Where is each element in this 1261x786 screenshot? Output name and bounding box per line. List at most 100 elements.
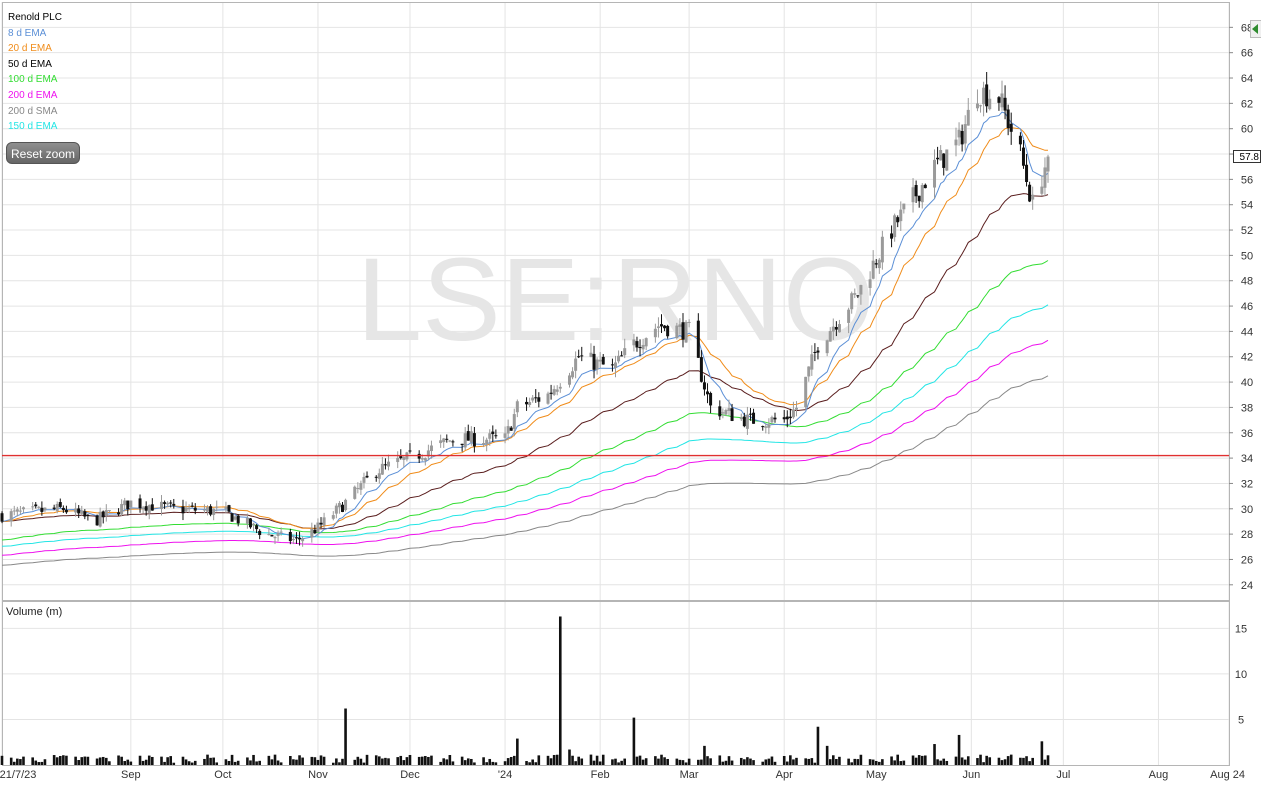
candle-body xyxy=(635,341,639,348)
candle xyxy=(150,498,154,511)
candle-body xyxy=(230,513,234,522)
legend-item-ema20[interactable]: 20 d EMA xyxy=(8,43,52,55)
volume-bar xyxy=(767,758,771,765)
candle xyxy=(877,257,881,274)
legend-item-ema200[interactable]: 200 d EMA xyxy=(8,89,58,101)
candle xyxy=(761,425,765,431)
candle-body xyxy=(86,514,90,516)
candle xyxy=(402,456,406,468)
candle xyxy=(491,425,495,442)
time-tick-label: Aug 24 xyxy=(1210,769,1245,781)
volume-bar xyxy=(1022,757,1025,765)
candle-body xyxy=(120,503,124,515)
volume-bar xyxy=(22,756,25,765)
candle-body xyxy=(206,507,210,512)
volume-bar xyxy=(206,754,209,765)
legend-item-title[interactable]: Renold PLC xyxy=(8,12,62,23)
volume-bar xyxy=(868,759,872,765)
candle-body xyxy=(138,498,142,509)
candle-body xyxy=(301,538,305,542)
candle xyxy=(831,318,835,340)
candle xyxy=(126,500,130,516)
candle xyxy=(37,505,41,509)
candle xyxy=(773,412,777,423)
candle xyxy=(509,425,513,431)
candle-body xyxy=(426,450,430,457)
candle-body xyxy=(706,391,710,395)
volume-bar xyxy=(98,757,102,765)
candle-body xyxy=(598,359,602,362)
volume-bar xyxy=(141,760,145,765)
legend-item-ema150[interactable]: 150 d EMA xyxy=(8,121,58,133)
candle xyxy=(224,501,228,513)
candle-body xyxy=(979,105,983,107)
candle-body xyxy=(61,507,65,511)
volume-bar xyxy=(743,759,746,765)
volume-tick-label: 5 xyxy=(1238,714,1244,726)
candle-body xyxy=(1031,194,1035,200)
ema20-line xyxy=(1,127,1049,529)
candle-body xyxy=(567,375,571,385)
volume-bar xyxy=(730,760,734,765)
candle xyxy=(353,485,357,500)
volume-bar xyxy=(460,756,464,765)
candle-body xyxy=(515,401,519,413)
candle xyxy=(101,510,105,524)
price-tick-label: 46 xyxy=(1241,301,1253,313)
candle-body xyxy=(442,438,446,443)
volume-bar xyxy=(37,762,41,765)
reset-zoom-button[interactable]: Reset zoom xyxy=(6,142,80,164)
scroll-left-button[interactable] xyxy=(1250,20,1261,38)
candle xyxy=(528,397,532,408)
volume-bar xyxy=(537,755,541,765)
candle xyxy=(985,71,989,113)
volume-bar xyxy=(267,755,271,765)
legend: Renold PLC 8 d EMA 20 d EMA 50 d EMA 100… xyxy=(8,10,62,135)
volume-bar xyxy=(341,758,344,765)
candle xyxy=(445,434,449,443)
time-tick-label: Jul xyxy=(1056,769,1070,781)
legend-item-ema50[interactable]: 50 d EMA xyxy=(8,58,52,70)
candle-body xyxy=(920,185,924,203)
price-tick-label: 54 xyxy=(1241,200,1253,212)
volume-bar xyxy=(592,760,596,765)
volume-bar xyxy=(138,755,142,765)
volume-bar xyxy=(246,757,249,765)
legend-item-sma200[interactable]: 200 d SMA xyxy=(8,105,58,117)
candle-body xyxy=(445,438,449,440)
candle xyxy=(193,503,197,515)
volume-bar xyxy=(666,758,669,765)
volume-bar xyxy=(258,760,261,765)
candle xyxy=(380,457,384,475)
legend-item-ema100[interactable]: 100 d EMA xyxy=(8,74,58,86)
candle xyxy=(696,313,700,358)
volume-bar xyxy=(365,754,369,765)
candle-body xyxy=(147,505,151,513)
legend-item-ema8[interactable]: 8 d EMA xyxy=(8,27,47,39)
volume-bar xyxy=(451,761,455,765)
candle xyxy=(558,383,562,393)
candle xyxy=(1031,186,1035,210)
candle-body xyxy=(748,413,752,415)
candle-body xyxy=(525,401,529,405)
volume-bar xyxy=(9,757,13,765)
candle-body xyxy=(362,476,366,483)
volume-bar xyxy=(632,717,636,765)
volume-bar xyxy=(660,754,663,765)
volume-bar xyxy=(859,754,863,765)
candle-body xyxy=(18,510,22,512)
candle-body xyxy=(83,511,87,517)
candle-body xyxy=(696,320,700,358)
candle-body xyxy=(859,285,863,295)
candle-body xyxy=(742,416,746,427)
candle xyxy=(117,508,121,517)
volume-bar xyxy=(853,758,857,765)
candle-body xyxy=(150,504,154,511)
volume-bar xyxy=(439,761,442,765)
volume-bar xyxy=(402,760,406,765)
candle-body xyxy=(537,397,541,402)
candle xyxy=(834,321,838,337)
volume-bar xyxy=(706,756,709,765)
